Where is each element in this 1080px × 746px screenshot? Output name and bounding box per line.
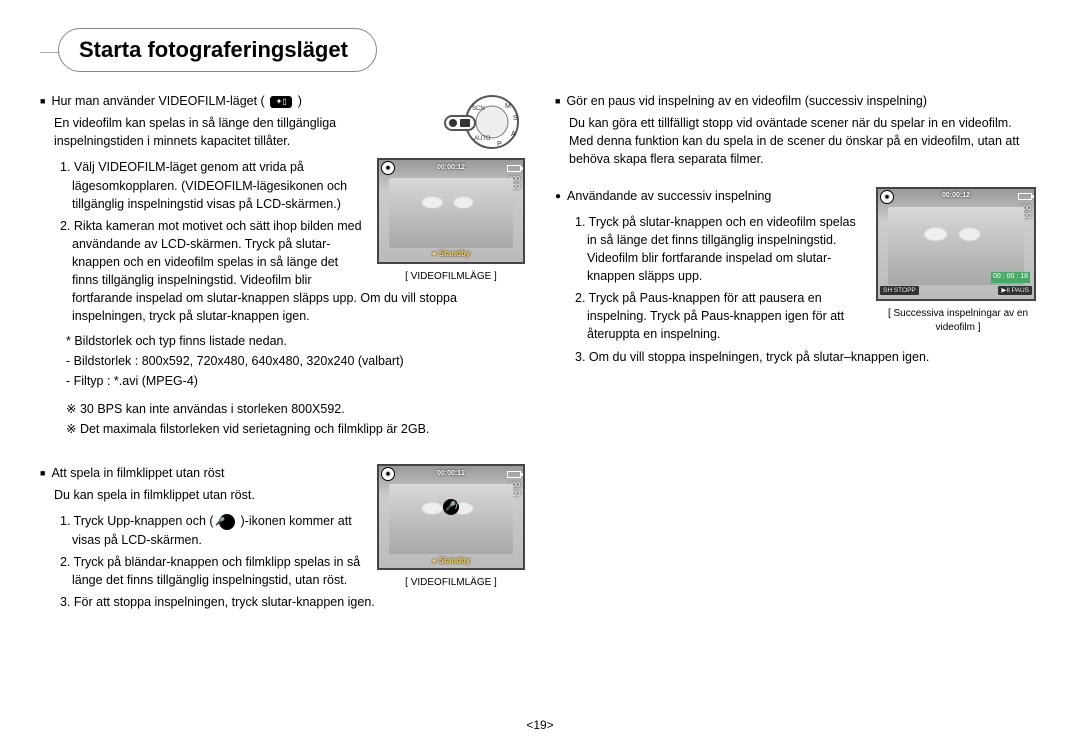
svg-text:AUTO: AUTO xyxy=(474,136,491,142)
videofilm-icon: ✦▯ xyxy=(270,96,292,108)
mode-dial-illustration: M S A P AUTO SCN xyxy=(377,92,525,152)
lcd-preview-2: ● 00:00:12 800 20 🎤̸ ● Standby xyxy=(377,464,525,570)
movie-mode-icon: ● xyxy=(381,161,395,175)
sect1-notes: ※ 30 BPS kan inte användas i storleken 8… xyxy=(66,400,525,438)
lcd-preview-1: ● 00:00:12 800 20 ● Standby xyxy=(377,158,525,264)
figure-mode-dial-and-lcd: M S A P AUTO SCN ● 00:00:12 xyxy=(377,92,525,285)
right-sect1-p2: Med denna funktion kan du spela in de sc… xyxy=(569,132,1040,168)
note-item: ※ 30 BPS kan inte användas i storleken 8… xyxy=(66,400,525,418)
battery-icon xyxy=(1018,193,1032,200)
figure-lcd-mute: ● 00:00:12 800 20 🎤̸ ● Standby [ VIDEOFI… xyxy=(377,464,525,591)
stop-indicator: SH STOPP xyxy=(880,286,919,295)
sect1-head-text: Hur man använder VIDEOFILM-läget ( xyxy=(51,94,264,108)
lcd-preview-3: ● 00:00:12 800 20 00 : 00 : 18 SH STOPP … xyxy=(876,187,1036,301)
mute-icon: 🎤̸ xyxy=(443,499,459,515)
svg-text:S: S xyxy=(513,115,518,122)
page-number: <19> xyxy=(526,718,553,732)
right-sect2-head: Användande av successiv inspelning xyxy=(567,187,771,205)
round-bullet-icon: ● xyxy=(555,190,561,205)
figure-successive-recording: ● 00:00:12 800 20 00 : 00 : 18 SH STOPP … xyxy=(876,187,1040,336)
list-item: 3. Om du vill stoppa inspelningen, tryck… xyxy=(575,348,1040,366)
right-sect1-p1: Du kan göra ett tillfälligt stopp vid ov… xyxy=(569,114,1040,132)
lcd-bottom-bar: SH STOPP ▶II PAUS xyxy=(880,285,1032,297)
battery-icon xyxy=(507,471,521,478)
left-column: M S A P AUTO SCN ● 00:00:12 xyxy=(40,92,525,615)
battery-icon xyxy=(507,165,521,172)
svg-text:A: A xyxy=(511,131,516,138)
lcd-timer: 00:00:12 xyxy=(437,163,465,173)
note-item: ※ Det maximala filstorleken vid serietag… xyxy=(66,420,525,438)
lcd-standby: ● Standby xyxy=(379,248,523,260)
section-record-without-voice-heading: ■ Att spela in filmklippet utan röst xyxy=(40,464,367,482)
right-sect1-head: Gör en paus vid inspelning av en videofi… xyxy=(566,92,927,110)
lcd-elapsed-time: 00 : 00 : 18 xyxy=(991,272,1030,282)
sect1-head-tail: ) xyxy=(298,94,302,108)
sublist-item: * Bildstorlek och typ finns listade neda… xyxy=(66,332,525,350)
square-bullet-icon: ■ xyxy=(40,95,45,108)
sublist-item: - Bildstorlek : 800x592, 720x480, 640x48… xyxy=(66,352,525,370)
movie-mode-icon: ● xyxy=(381,467,395,481)
list-item: 3. För att stoppa inspelningen, tryck sl… xyxy=(60,593,525,611)
sect2-head-text: Att spela in filmklippet utan röst xyxy=(51,464,224,482)
microphone-off-icon: 🎤 xyxy=(219,514,235,530)
figure-caption-1: [ VIDEOFILMLÄGE ] xyxy=(377,270,525,285)
movie-mode-icon: ● xyxy=(880,190,894,204)
sect2-item1-a: 1. Tryck Upp-knappen och ( xyxy=(60,514,214,528)
svg-text:P: P xyxy=(497,141,502,148)
figure-caption-3: [ Successiva inspelningar av en videofil… xyxy=(876,307,1040,336)
figure-caption-2: [ VIDEOFILMLÄGE ] xyxy=(377,576,525,591)
svg-text:M: M xyxy=(505,103,511,110)
section-pause-recording-heading: ■ Gör en paus vid inspelning av en video… xyxy=(555,92,1040,110)
svg-text:SCN: SCN xyxy=(472,106,485,112)
square-bullet-icon: ■ xyxy=(555,95,560,108)
lcd-timer: 00:00:12 xyxy=(437,469,465,479)
right-column: ■ Gör en paus vid inspelning av en video… xyxy=(555,92,1040,615)
sublist-item: - Filtyp : *.avi (MPEG-4) xyxy=(66,372,525,390)
lcd-sample-image xyxy=(389,484,513,554)
section-successive-recording-heading: ● Användande av successiv inspelning xyxy=(555,187,866,205)
lcd-standby: ● Standby xyxy=(379,555,523,567)
page-title: Starta fotograferingsläget xyxy=(58,28,377,72)
lcd-sample-image xyxy=(389,178,513,248)
lcd-timer: 00:00:12 xyxy=(942,191,970,201)
sect1-sublist: * Bildstorlek och typ finns listade neda… xyxy=(66,332,525,390)
pause-indicator: ▶II PAUS xyxy=(998,286,1032,295)
section-videofilm-mode-heading: ■ Hur man använder VIDEOFILM-läget ( ✦▯ … xyxy=(40,92,367,110)
square-bullet-icon: ■ xyxy=(40,467,45,480)
page-title-text: Starta fotograferingsläget xyxy=(79,37,348,62)
